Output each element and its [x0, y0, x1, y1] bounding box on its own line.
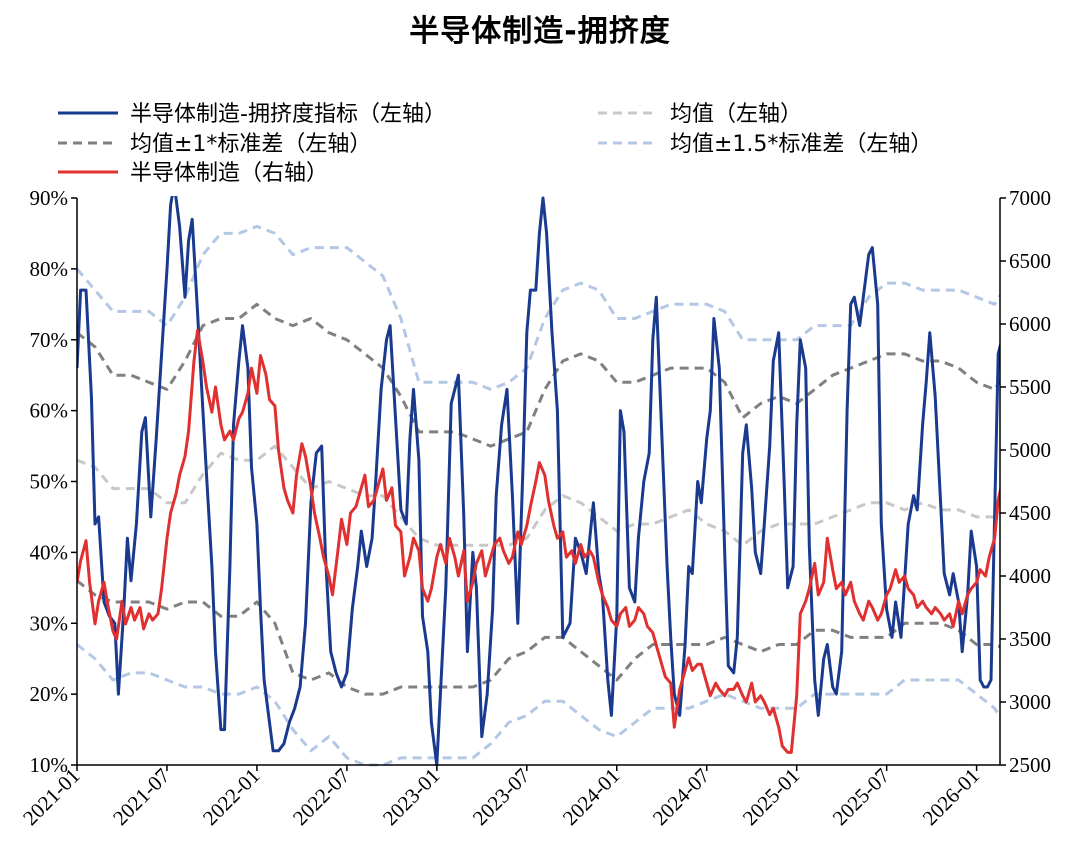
- y-right-tick-label: 4500: [1009, 501, 1051, 525]
- y-left-tick-label: 90%: [30, 186, 69, 210]
- y-left-tick-label: 50%: [30, 470, 69, 494]
- y-right-tick-label: 5000: [1009, 438, 1051, 462]
- legend-label-band-1sd: 均值±1*标准差（左轴）: [130, 132, 371, 157]
- y-right-tick-label: 3000: [1009, 690, 1051, 714]
- y-left-tick-label: 30%: [30, 611, 69, 635]
- y-right-tick-label: 5500: [1009, 375, 1051, 399]
- legend-label-band-1-5sd: 均值±1.5*标准差（左轴）: [670, 132, 932, 157]
- y-left-tick-label: 10%: [30, 753, 69, 777]
- x-tick-label: 2022-07: [288, 764, 354, 830]
- y-right-tick-label: 6000: [1009, 312, 1051, 336]
- y-right-tick-label: 4000: [1009, 564, 1051, 588]
- legend-label-semiconductor-index: 半导体制造（右轴）: [130, 161, 328, 186]
- chart-title: 半导体制造-拥挤度: [409, 14, 671, 49]
- series-line-band-1sd-upper: [77, 302, 1000, 448]
- plot-lines: [77, 196, 1000, 767]
- y-left-tick-label: 80%: [30, 257, 69, 281]
- legend: 半导体制造-拥挤度指标（左轴） 均值（左轴） 均值±1*标准差（左轴） 均值±1.5*…: [58, 102, 932, 186]
- x-tick-label: 2022-01: [198, 764, 264, 830]
- series-line-band-1-5sd-upper: [77, 224, 1000, 391]
- y-right-tick-label: 3500: [1009, 627, 1051, 651]
- series-line-mean: [77, 444, 1000, 547]
- series-line-crowding-index: [77, 196, 1000, 767]
- x-tick-label: 2023-01: [378, 764, 444, 830]
- y-right-tick-label: 7000: [1009, 186, 1051, 210]
- x-tick-label: 2026-01: [918, 764, 984, 830]
- legend-label-mean: 均值（左轴）: [670, 102, 802, 127]
- legend-label-crowding-index: 半导体制造-拥挤度指标（左轴）: [130, 102, 446, 127]
- x-tick-label: 2021-07: [108, 764, 174, 830]
- y-left-tick-label: 20%: [30, 682, 69, 706]
- x-tick-label: 2024-07: [648, 764, 714, 830]
- y-left-tick-label: 40%: [30, 540, 69, 564]
- y-left-tick-label: 70%: [30, 328, 69, 352]
- series-line-semiconductor-index: [77, 328, 1000, 754]
- series-line-band-1-5sd-lower: [77, 643, 1000, 767]
- series-line-band-1sd-lower: [77, 579, 1000, 696]
- x-tick-label: 2025-01: [738, 764, 804, 830]
- x-tick-label: 2025-07: [828, 764, 894, 830]
- x-tick-label: 2024-01: [558, 764, 624, 830]
- x-tick-label: 2023-07: [468, 764, 534, 830]
- y-left-tick-label: 60%: [30, 399, 69, 423]
- y-right-tick-label: 6500: [1009, 249, 1051, 273]
- y-right-tick-label: 2500: [1009, 753, 1051, 777]
